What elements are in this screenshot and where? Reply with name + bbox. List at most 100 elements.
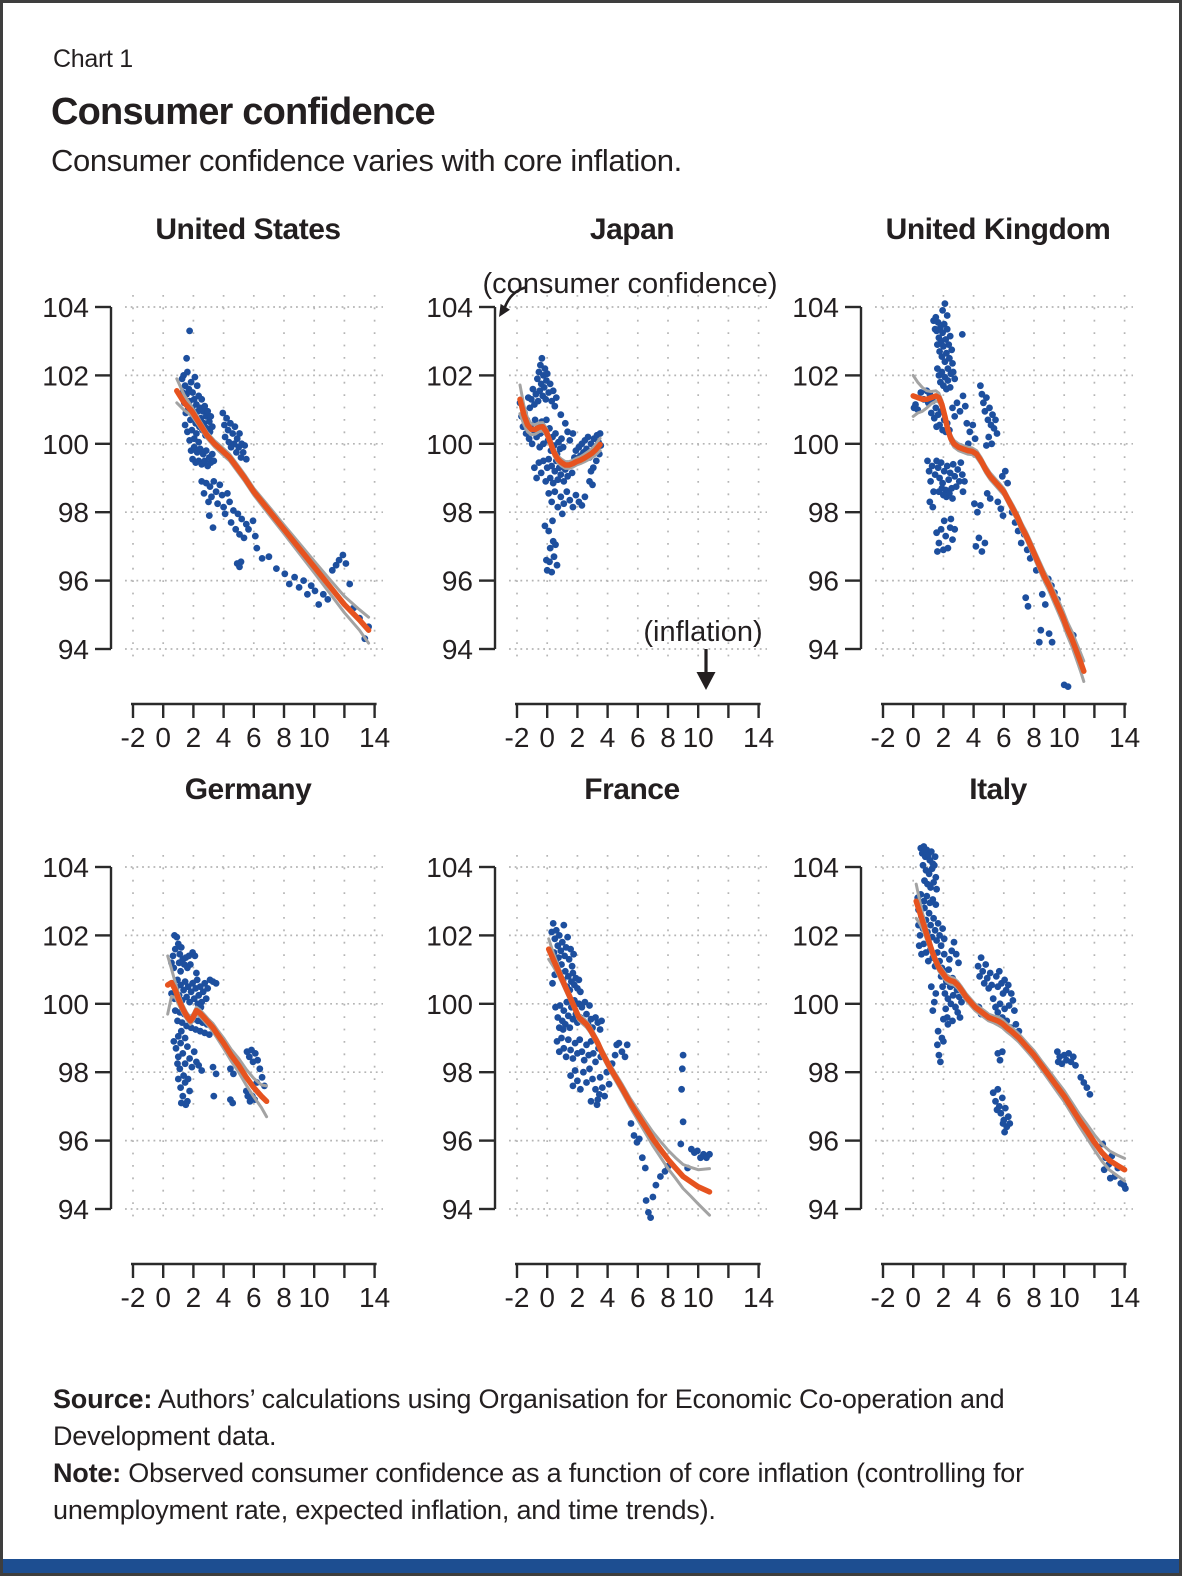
chart-germany: 94 96 98 100 102 104 -2 0 2 4 6 8 10 14 <box>42 852 390 1313</box>
panel-title-united-kingdom: United Kingdom <box>885 213 1111 246</box>
svg-text:0: 0 <box>905 722 921 753</box>
panel-france: France 94 96 98 100 102 104 -2 0 2 4 6 8 10 14 <box>423 773 785 1318</box>
svg-text:102: 102 <box>792 360 839 391</box>
svg-text:100: 100 <box>426 429 473 460</box>
chart-italy: 94 96 98 100 102 104 -2 0 2 4 6 8 10 14 <box>792 843 1140 1313</box>
svg-text:6: 6 <box>996 1282 1012 1313</box>
scatter-points <box>910 300 1077 690</box>
svg-text:96: 96 <box>442 566 473 597</box>
panel-united-kingdom: United Kingdom 94 96 98 100 102 104 -2 0 2 4 6 8 10 1… <box>789 213 1151 758</box>
chart-japan: 94 96 98 100 102 104 -2 0 2 4 6 8 10 14 (consumer conf… <box>426 268 778 753</box>
svg-text:-2: -2 <box>505 1282 530 1313</box>
svg-text:0: 0 <box>539 722 555 753</box>
y-axis <box>479 865 497 1211</box>
svg-text:102: 102 <box>426 360 473 391</box>
page-title: Consumer confidence <box>51 91 436 133</box>
svg-text:98: 98 <box>442 497 473 528</box>
svg-text:0: 0 <box>155 722 171 753</box>
trend-line <box>164 979 270 1105</box>
panel-japan: Japan 94 96 98 100 102 104 -2 0 2 4 6 8 10 14 (consume… <box>423 213 785 758</box>
svg-text:6: 6 <box>246 722 262 753</box>
page-subtitle: Consumer confidence varies with core inf… <box>51 143 682 178</box>
svg-text:-2: -2 <box>121 1282 146 1313</box>
svg-text:98: 98 <box>442 1057 473 1088</box>
svg-text:2: 2 <box>936 722 952 753</box>
svg-text:100: 100 <box>792 989 839 1020</box>
svg-text:96: 96 <box>442 1126 473 1157</box>
tick-labels: 94 96 98 100 102 104 -2 0 2 4 6 8 10 14 <box>426 292 774 753</box>
source-line: Source: Authors’ calculations using Orga… <box>53 1381 1098 1455</box>
tick-labels: 94 96 98 100 102 104 -2 0 2 4 6 8 10 14 <box>792 852 1140 1313</box>
x-axis <box>881 702 1127 718</box>
scatter-points <box>168 932 268 1109</box>
svg-text:8: 8 <box>1026 1282 1042 1313</box>
x-axis <box>515 1262 761 1278</box>
chart-number-label: Chart 1 <box>53 45 133 73</box>
note-text: Observed consumer confidence as a functi… <box>53 1458 1024 1525</box>
svg-text:10: 10 <box>299 722 330 753</box>
source-label: Source: <box>53 1384 153 1414</box>
svg-text:98: 98 <box>808 497 839 528</box>
svg-text:96: 96 <box>58 566 89 597</box>
svg-text:104: 104 <box>792 852 839 883</box>
tick-labels: 94 96 98 100 102 104 -2 0 2 4 6 8 10 14 <box>42 292 390 753</box>
panel-title-germany: Germany <box>184 773 312 806</box>
svg-text:100: 100 <box>42 989 89 1020</box>
svg-text:2: 2 <box>936 1282 952 1313</box>
grid-dotted <box>509 855 767 1221</box>
svg-text:94: 94 <box>442 1194 473 1225</box>
svg-text:4: 4 <box>600 1282 616 1313</box>
x-axis <box>131 1262 377 1278</box>
y-axis <box>95 305 113 651</box>
bottom-accent-bar <box>3 1559 1179 1573</box>
grid-dotted <box>875 855 1133 1221</box>
y-axis <box>479 305 497 651</box>
svg-text:96: 96 <box>58 1126 89 1157</box>
x-axis-annotation: (inflation) <box>643 616 762 648</box>
svg-text:6: 6 <box>630 1282 646 1313</box>
axis-annotations: (consumer confidence) (inflation) <box>483 268 778 690</box>
svg-text:100: 100 <box>426 989 473 1020</box>
svg-text:2: 2 <box>186 1282 202 1313</box>
panel-italy: Italy 94 96 98 100 102 104 -2 0 2 4 6 8 10 14 <box>789 773 1151 1318</box>
svg-text:94: 94 <box>58 1194 89 1225</box>
svg-text:10: 10 <box>683 1282 714 1313</box>
x-axis <box>881 1262 1127 1278</box>
panel-title-united-states: United States <box>155 213 341 246</box>
footnote-block: Source: Authors’ calculations using Orga… <box>53 1381 1098 1529</box>
svg-text:14: 14 <box>359 1282 390 1313</box>
scatter-points <box>548 920 713 1221</box>
trend-line <box>517 396 603 468</box>
tick-labels: 94 96 98 100 102 104 -2 0 2 4 6 8 10 14 <box>426 852 774 1313</box>
source-text: Authors’ calculations using Organisation… <box>53 1384 1005 1451</box>
svg-text:0: 0 <box>905 1282 921 1313</box>
x-axis <box>131 702 377 718</box>
trend-line <box>913 898 1128 1173</box>
svg-text:96: 96 <box>808 1126 839 1157</box>
panel-germany: Germany 94 96 98 100 102 104 -2 0 2 4 6 8 10 14 <box>39 773 401 1318</box>
y-axis <box>95 865 113 1211</box>
svg-text:-2: -2 <box>871 722 896 753</box>
svg-text:4: 4 <box>216 722 232 753</box>
chart-united-states: 94 96 98 100 102 104 -2 0 2 4 6 8 10 14 <box>42 292 390 753</box>
svg-text:-2: -2 <box>121 722 146 753</box>
svg-text:10: 10 <box>683 722 714 753</box>
svg-text:104: 104 <box>426 852 473 883</box>
svg-text:6: 6 <box>996 722 1012 753</box>
svg-text:102: 102 <box>42 920 89 951</box>
svg-text:14: 14 <box>1109 722 1140 753</box>
svg-text:14: 14 <box>743 1282 774 1313</box>
grid-dotted <box>125 855 383 1221</box>
y-axis-annotation: (consumer confidence) <box>483 268 778 300</box>
svg-text:8: 8 <box>1026 722 1042 753</box>
svg-text:104: 104 <box>42 292 89 323</box>
panel-title-france: France <box>584 773 680 806</box>
svg-text:94: 94 <box>808 634 839 665</box>
svg-text:104: 104 <box>42 852 89 883</box>
x-axis <box>515 702 761 718</box>
note-line: Note: Observed consumer confidence as a … <box>53 1455 1098 1529</box>
chart-france: 94 96 98 100 102 104 -2 0 2 4 6 8 10 14 <box>426 852 774 1313</box>
svg-text:100: 100 <box>42 429 89 460</box>
chart-united-kingdom: 94 96 98 100 102 104 -2 0 2 4 6 8 10 14 <box>792 292 1140 753</box>
svg-text:96: 96 <box>808 566 839 597</box>
